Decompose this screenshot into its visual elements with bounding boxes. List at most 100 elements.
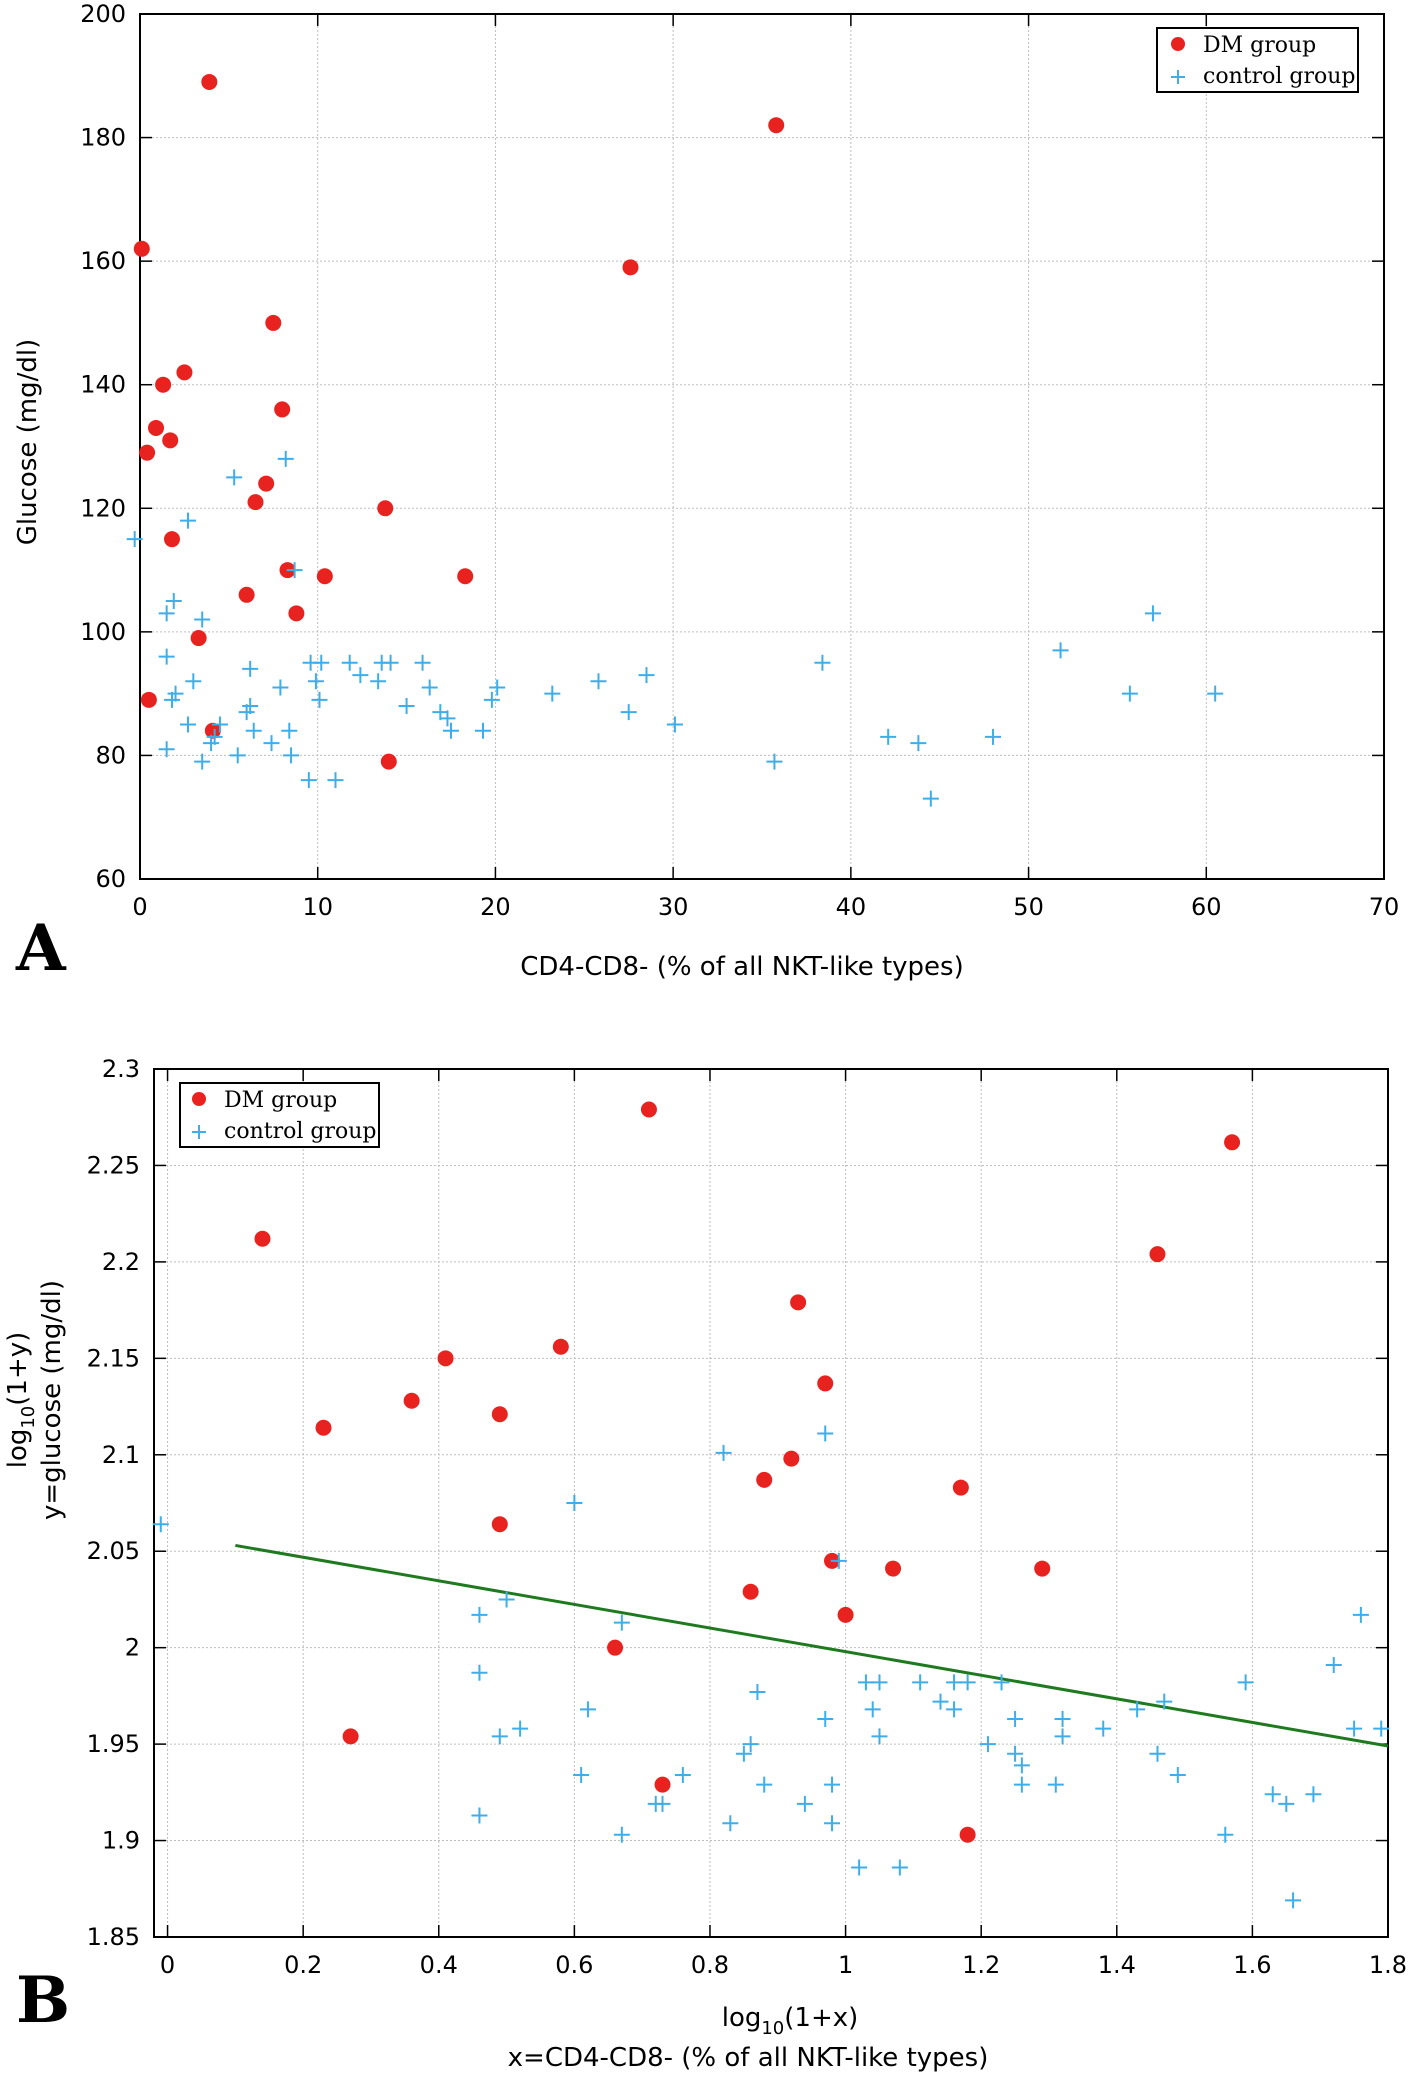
dm-point bbox=[654, 1776, 671, 1793]
control-point bbox=[1129, 1701, 1146, 1718]
control-point bbox=[1156, 1693, 1173, 1710]
dm-point bbox=[204, 722, 221, 739]
dm-point bbox=[380, 753, 397, 770]
control-point bbox=[613, 1826, 630, 1843]
y-tick-label: 140 bbox=[80, 371, 126, 399]
dm-point bbox=[133, 240, 150, 257]
x-tick-label: 1.2 bbox=[962, 1951, 1000, 1979]
dm-point bbox=[247, 494, 264, 511]
control-point bbox=[946, 1701, 963, 1718]
control-point bbox=[1013, 1757, 1030, 1774]
y-title-rest: (1+y) bbox=[3, 1332, 33, 1406]
control-point bbox=[165, 592, 182, 609]
dm-point bbox=[140, 691, 157, 708]
dm-point bbox=[316, 568, 333, 585]
control-point bbox=[471, 1807, 488, 1824]
x-tick-label: 0.6 bbox=[555, 1951, 593, 1979]
control-point bbox=[1121, 685, 1138, 702]
control-point bbox=[211, 716, 228, 733]
y-tick-label: 2 bbox=[125, 1634, 140, 1662]
dm-point bbox=[1224, 1134, 1241, 1151]
dm-point bbox=[315, 1419, 332, 1436]
dm-point bbox=[491, 1516, 508, 1533]
dm-point bbox=[190, 630, 207, 647]
control-point bbox=[544, 685, 561, 702]
legend-dm-marker bbox=[192, 1092, 206, 1106]
y-tick-label: 120 bbox=[80, 494, 126, 522]
x-title-rest: (1+x) bbox=[784, 2003, 858, 2033]
y-tick-label: 2.1 bbox=[102, 1441, 140, 1469]
legend-frame bbox=[1156, 27, 1359, 93]
x-tick-label: 20 bbox=[480, 893, 511, 921]
control-point bbox=[1013, 1776, 1030, 1793]
control-point bbox=[864, 1701, 881, 1718]
y-tick-label: 60 bbox=[95, 865, 126, 893]
control-point bbox=[824, 1776, 841, 1793]
control-point bbox=[194, 753, 211, 770]
y-tick-label: 1.95 bbox=[87, 1730, 140, 1758]
x-tick-label: 40 bbox=[836, 893, 867, 921]
control-point bbox=[715, 1444, 732, 1461]
dm-point bbox=[1149, 1246, 1166, 1263]
control-point bbox=[566, 1495, 583, 1511]
control-point bbox=[1149, 1745, 1166, 1762]
dm-point bbox=[768, 117, 785, 134]
dm-point bbox=[258, 475, 275, 492]
control-point bbox=[474, 722, 491, 739]
control-point bbox=[1007, 1711, 1024, 1728]
panel-b-y-tick-labels: 1.85 1.9 1.95 2 2.05 2.1 2.15 2.2 2.25 2.3 bbox=[87, 1055, 140, 1951]
y-title-sub: 10 bbox=[18, 1406, 39, 1429]
control-point bbox=[722, 1815, 739, 1832]
control-point bbox=[1285, 1892, 1302, 1909]
y-tick-label: 80 bbox=[95, 741, 126, 769]
control-point bbox=[1217, 1826, 1234, 1843]
panel-a-data-points bbox=[126, 73, 1224, 807]
control-point bbox=[1207, 685, 1224, 702]
control-point bbox=[946, 1674, 963, 1691]
control-point bbox=[579, 1701, 596, 1718]
control-point bbox=[158, 605, 175, 622]
dm-point bbox=[147, 419, 164, 436]
control-point bbox=[352, 667, 369, 684]
control-point bbox=[167, 685, 184, 702]
y-tick-label: 2.05 bbox=[87, 1537, 140, 1565]
control-point bbox=[242, 698, 259, 714]
control-point bbox=[341, 654, 358, 671]
control-point bbox=[414, 654, 431, 671]
dm-point bbox=[952, 1479, 969, 1496]
y-tick-label: 2.25 bbox=[87, 1151, 140, 1179]
panel-a-y-tick-labels: 60 80 100 120 140 160 180 200 bbox=[80, 0, 126, 893]
control-point bbox=[857, 1674, 874, 1691]
control-point bbox=[1144, 605, 1161, 622]
control-point bbox=[398, 698, 415, 714]
control-point bbox=[206, 728, 223, 745]
legend-dm-label: DM group bbox=[224, 1088, 337, 1113]
control-point bbox=[742, 1736, 759, 1753]
control-point bbox=[993, 1674, 1010, 1691]
x-title-log: log bbox=[722, 2003, 762, 2033]
dm-point bbox=[437, 1350, 454, 1367]
panel-b-gridlines bbox=[154, 1068, 1389, 1938]
panel-b-legend: DM group control group bbox=[179, 1082, 380, 1148]
control-point bbox=[263, 735, 280, 752]
x-tick-label: 30 bbox=[658, 893, 689, 921]
panel-b-y-axis-title: log10(1+y) bbox=[3, 1332, 39, 1469]
panel-b-regression-line bbox=[235, 1543, 1389, 1748]
control-point bbox=[1346, 1720, 1363, 1737]
panel-b-y-axis-subtitle: y=glucose (mg/dl) bbox=[37, 1280, 67, 1520]
control-point bbox=[613, 1614, 630, 1631]
x-tick-label: 0.2 bbox=[284, 1951, 322, 1979]
y-tick-label: 100 bbox=[80, 618, 126, 646]
control-point bbox=[313, 654, 330, 671]
control-point bbox=[126, 531, 143, 548]
control-point bbox=[814, 654, 831, 671]
control-point bbox=[1325, 1657, 1342, 1674]
control-point bbox=[382, 654, 399, 671]
panel-b-chart: 0 0.2 0.4 0.6 0.8 1 1.2 1.4 1.6 1.8 1.85 1.9 1.95 2 2… bbox=[3, 1055, 1407, 2073]
control-point bbox=[439, 710, 456, 727]
control-point bbox=[871, 1728, 888, 1745]
y-tick-label: 2.3 bbox=[102, 1055, 140, 1083]
dm-point bbox=[254, 1230, 271, 1247]
x-tick-label: 10 bbox=[302, 893, 333, 921]
dm-point bbox=[288, 605, 305, 622]
